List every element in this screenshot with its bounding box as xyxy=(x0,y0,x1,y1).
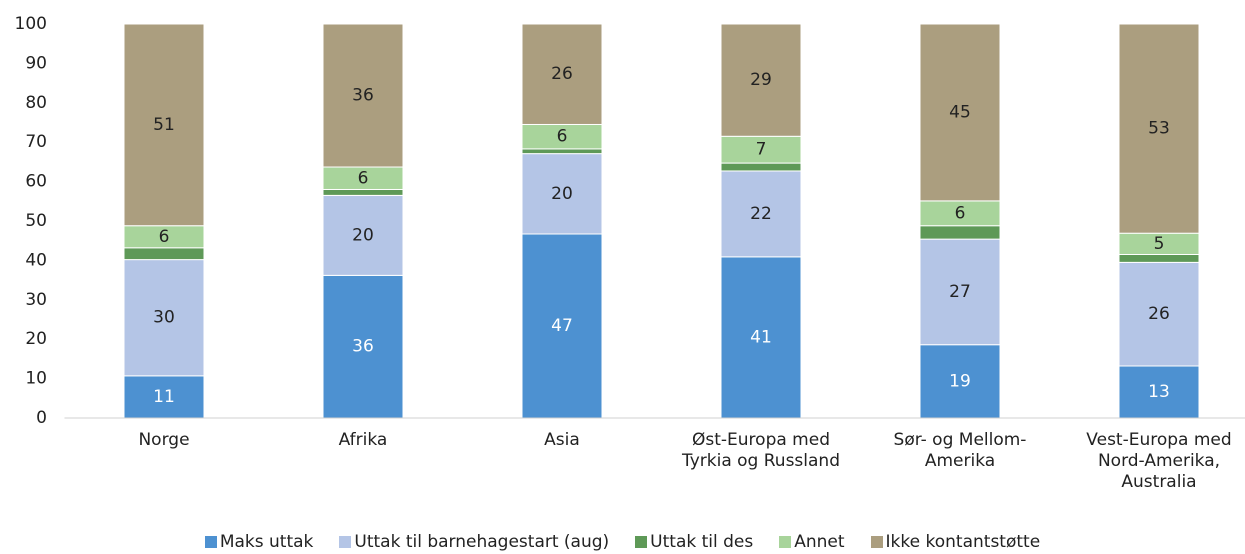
bar-segment xyxy=(322,188,404,196)
data-label: 51 xyxy=(153,115,175,135)
data-label: 13 xyxy=(1148,382,1170,402)
data-label: 30 xyxy=(153,308,175,328)
bar-segment xyxy=(919,344,1001,419)
bar-segment xyxy=(1118,261,1200,367)
data-label: 47 xyxy=(551,316,573,336)
data-label: 20 xyxy=(551,184,573,204)
data-label: 20 xyxy=(352,225,374,245)
bar-segment xyxy=(521,153,603,235)
bar-segment xyxy=(322,23,404,168)
x-tick-label: Vest-Europa med Nord-Amerika, Australia xyxy=(1086,430,1232,492)
data-label: 11 xyxy=(153,387,175,407)
bar-segment xyxy=(322,274,404,419)
y-tick-label: 50 xyxy=(25,211,47,231)
data-label: 7 xyxy=(756,140,767,160)
x-tick-label: Norge xyxy=(138,430,190,450)
y-tick-label: 100 xyxy=(15,14,47,34)
bar-segment xyxy=(521,233,603,419)
legend-label: Ikke kontantstøtte xyxy=(885,532,1041,552)
bar-segment xyxy=(123,375,205,419)
y-tick-label: 60 xyxy=(25,172,47,192)
bar-segment xyxy=(521,23,603,125)
data-label: 6 xyxy=(557,127,568,147)
data-label: 36 xyxy=(352,86,374,106)
legend-item: Maks uttak xyxy=(204,532,314,552)
bar-segment xyxy=(1118,23,1200,234)
data-label: 26 xyxy=(1148,304,1170,324)
data-label: 45 xyxy=(949,102,971,122)
x-tick-label: Øst-Europa med Tyrkia og Russland xyxy=(681,430,840,471)
legend-label: Annet xyxy=(794,532,845,552)
bar-segment xyxy=(720,162,802,172)
data-label: 6 xyxy=(358,168,369,188)
y-tick-label: 80 xyxy=(25,93,47,113)
bar-segment xyxy=(919,23,1001,202)
legend: Maks uttak Uttak til barnehagestart (aug)… xyxy=(0,532,1245,552)
bar-segment xyxy=(1118,253,1200,263)
data-label: 6 xyxy=(159,227,170,247)
plot: 0102030405060708090100113065136206364720… xyxy=(15,14,1245,428)
y-tick-label: 40 xyxy=(25,250,47,270)
bar-segment xyxy=(919,225,1001,240)
bar-segment xyxy=(123,259,205,377)
data-label: 5 xyxy=(1154,234,1165,254)
y-tick-label: 70 xyxy=(25,132,47,152)
data-label: 36 xyxy=(352,337,374,357)
y-tick-label: 90 xyxy=(25,53,47,73)
y-tick-label: 0 xyxy=(36,408,47,428)
legend-label: Uttak til barnehagestart (aug) xyxy=(354,532,610,552)
legend-item: Ikke kontantstøtte xyxy=(870,532,1041,552)
data-label: 6 xyxy=(955,203,966,223)
legend-item: Annet xyxy=(779,532,845,552)
data-label: 53 xyxy=(1148,119,1170,139)
legend-item: Uttak til barnehagestart (aug) xyxy=(339,532,609,552)
data-label: 27 xyxy=(949,282,971,302)
y-tick-label: 10 xyxy=(25,369,47,389)
y-tick-label: 20 xyxy=(25,329,47,349)
bar-segment xyxy=(123,247,205,261)
bar-segment xyxy=(720,135,802,164)
bar-segment xyxy=(1118,365,1200,419)
legend-item: Uttak til des xyxy=(635,532,753,552)
x-tick-label: Sør- og Mellom-Amerika xyxy=(893,430,1027,471)
bar-segment xyxy=(720,23,802,137)
legend-swatch xyxy=(635,536,648,548)
legend-label: Uttak til des xyxy=(650,532,754,552)
bar-segment xyxy=(123,23,205,227)
legend-swatch xyxy=(870,536,883,548)
x-tick-label: Afrika xyxy=(338,430,388,450)
legend-label: Maks uttak xyxy=(219,532,314,552)
data-label: 29 xyxy=(750,70,772,90)
bar-segment xyxy=(720,170,802,258)
y-tick-label: 30 xyxy=(25,290,47,310)
data-label: 22 xyxy=(750,204,772,224)
data-label: 19 xyxy=(949,371,971,391)
bar-segment xyxy=(919,238,1001,346)
x-tick-label: Asia xyxy=(544,430,580,450)
legend-swatch xyxy=(779,536,792,548)
bar-segment xyxy=(322,194,404,276)
bar-segment xyxy=(521,148,603,155)
legend-swatch xyxy=(339,536,352,548)
legend-swatch xyxy=(204,536,217,548)
data-label: 26 xyxy=(551,64,573,84)
bar-segment xyxy=(720,256,802,419)
data-label: 41 xyxy=(750,327,772,347)
